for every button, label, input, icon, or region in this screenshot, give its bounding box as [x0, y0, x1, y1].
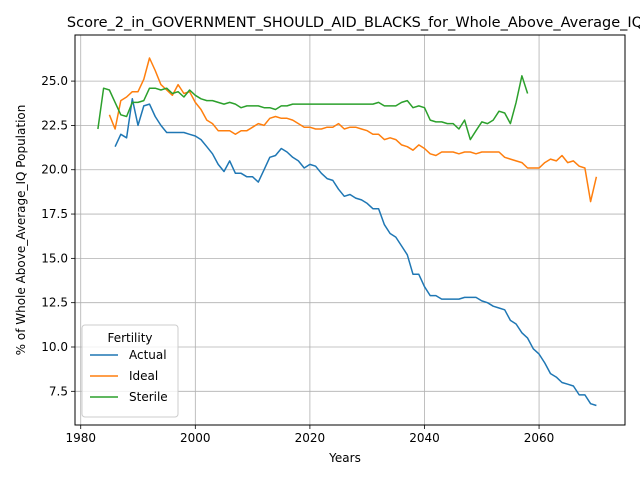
y-tick-label: 7.5	[49, 384, 68, 398]
x-tick-label: 2020	[295, 431, 326, 445]
y-tick-label: 12.5	[41, 296, 68, 310]
chart-title: Score_2_in_GOVERNMENT_SHOULD_AID_BLACKS_…	[67, 15, 640, 31]
x-tick-label: 1980	[65, 431, 96, 445]
series-line-sterile	[97, 75, 529, 141]
y-tick-label: 10.0	[41, 340, 68, 354]
y-tick-label: 15.0	[41, 251, 68, 265]
axis-ticks: 1980 2000 2020 2040 2060 7.5 10.0 12.5 15.0 17.5 2…	[41, 74, 554, 445]
y-tick-label: 17.5	[41, 207, 68, 221]
legend-title: Fertility	[107, 331, 152, 345]
grid-lines	[75, 35, 625, 425]
y-axis-label: % of Whole Above_Average_IQ Population	[14, 105, 28, 356]
legend-entry-actual: Actual	[129, 348, 167, 362]
series-line-ideal	[108, 57, 598, 203]
series-lines	[97, 57, 598, 407]
legend-entry-ideal: Ideal	[129, 369, 158, 383]
x-tick-label: 2060	[524, 431, 555, 445]
legend-entry-sterile: Sterile	[129, 390, 168, 404]
y-tick-label: 22.5	[41, 118, 68, 132]
y-tick-label: 25.0	[41, 74, 68, 88]
legend-box	[81, 324, 179, 418]
x-tick-label: 2040	[409, 431, 440, 445]
series-line-actual	[114, 98, 597, 407]
legend: Fertility Actual Ideal Sterile	[81, 324, 179, 418]
x-tick-label: 2000	[180, 431, 211, 445]
x-axis-label: Years	[328, 451, 361, 465]
plot-frame	[74, 34, 626, 426]
y-tick-label: 20.0	[41, 163, 68, 177]
